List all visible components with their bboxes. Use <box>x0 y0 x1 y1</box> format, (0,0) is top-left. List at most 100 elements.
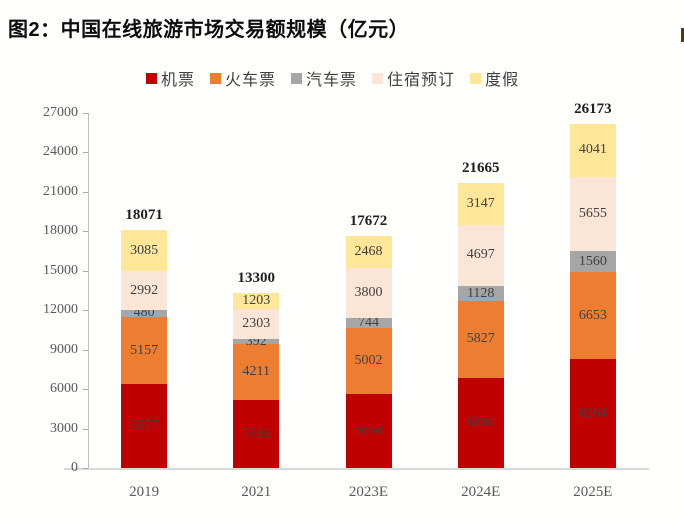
y-axis-tick <box>83 231 88 233</box>
segment-value-label: 2468 <box>354 243 383 259</box>
y-axis-tick <box>83 389 88 391</box>
y-axis-tick <box>83 152 88 154</box>
x-axis-category-label: 2024E <box>461 484 501 500</box>
bar-segment: 480 <box>121 305 168 320</box>
total-value-label: 26173 <box>574 100 612 117</box>
bar-segment: 1128 <box>457 286 504 302</box>
y-axis-tick-label: 21000 <box>43 183 78 199</box>
bar-segment: 5655 <box>569 177 616 252</box>
y-axis-tick <box>83 349 88 351</box>
segment-value-label: 5157 <box>130 342 159 358</box>
bar-segment: 3085 <box>121 230 168 271</box>
segment-value-label: 5658 <box>354 422 383 438</box>
y-axis-tick-label: 27000 <box>43 105 78 120</box>
x-axis-category-label: 2021 <box>241 484 272 500</box>
x-axis-category-label: 2019 <box>129 484 160 500</box>
segment-value-label: 1560 <box>578 253 607 269</box>
y-axis-tick-label: 18000 <box>43 223 78 239</box>
bar-segment: 2303 <box>233 308 280 340</box>
y-axis-tick-label: 9000 <box>50 341 78 357</box>
bar-segment: 744 <box>345 315 392 330</box>
total-value-label: 18071 <box>125 207 163 224</box>
legend-item: 住宿预订 <box>372 66 455 90</box>
segment-value-label: 3085 <box>130 242 159 258</box>
bar-segment: 1203 <box>233 293 280 309</box>
y-axis-tick <box>83 310 88 312</box>
y-axis-tick-label: 3000 <box>50 420 78 436</box>
x-axis-baseline <box>64 468 649 470</box>
segment-value-label: 2303 <box>242 316 271 332</box>
legend-item: 机票 <box>146 66 195 90</box>
y-axis-tick <box>83 191 88 193</box>
segment-value-label: 5002 <box>354 352 383 368</box>
legend-label: 度假 <box>485 72 520 89</box>
bar-segment: 6357 <box>121 384 168 468</box>
legend-label: 汽车票 <box>306 72 358 89</box>
bar-segment: 2992 <box>121 270 168 311</box>
segment-value-label: 744 <box>358 314 379 330</box>
y-axis-line <box>88 113 89 469</box>
y-axis-tick-label: 12000 <box>43 302 78 318</box>
legend-item: 火车票 <box>210 66 276 90</box>
segment-value-label: 3800 <box>354 285 383 301</box>
page-edge-artifact <box>681 28 684 42</box>
bar-segment: 4697 <box>457 224 504 287</box>
bar-segment: 5157 <box>121 316 168 385</box>
y-axis-tick-label: 0 <box>71 460 78 475</box>
legend-swatch-icon <box>210 72 222 84</box>
legend-label: 住宿预订 <box>387 72 456 89</box>
bar-segment: 4041 <box>569 123 616 177</box>
y-axis-tick <box>83 270 88 272</box>
legend-item: 汽车票 <box>291 66 357 90</box>
x-axis-category-label: 2023E <box>348 484 389 500</box>
legend-swatch-icon <box>470 72 482 84</box>
bar-segment: 4211 <box>233 344 280 400</box>
x-axis-category-label: 2025E <box>573 484 613 500</box>
bar-segment: 6866 <box>457 377 504 468</box>
segment-value-label: 5655 <box>578 206 607 222</box>
bar-segment: 2468 <box>345 235 392 269</box>
segment-value-label: 5827 <box>466 331 495 347</box>
segment-value-label: 1128 <box>466 285 495 301</box>
y-axis-tick <box>83 113 88 114</box>
segment-value-label: 6653 <box>578 307 607 323</box>
y-axis-tick <box>83 468 88 469</box>
bar-segment: 3800 <box>345 268 392 319</box>
bar-segment: 5658 <box>345 393 392 468</box>
legend-label: 火车票 <box>225 72 277 89</box>
segment-value-label: 6357 <box>130 418 159 434</box>
segment-value-label: 6866 <box>466 414 495 430</box>
bar-segment: 3147 <box>457 183 504 225</box>
bar-segment: 392 <box>233 334 280 349</box>
segment-value-label: 2992 <box>130 282 159 298</box>
segment-value-label: 3147 <box>466 195 495 211</box>
y-axis-tick-label: 15000 <box>43 262 78 278</box>
total-value-label: 13300 <box>237 270 276 287</box>
bar-segment: 5002 <box>345 327 392 394</box>
bar-segment: 5191 <box>233 399 280 468</box>
y-axis-tick <box>83 428 88 430</box>
bar-segment: 6653 <box>569 271 616 360</box>
legend-swatch-icon <box>291 72 303 84</box>
segment-value-label: 4211 <box>242 364 271 380</box>
legend-label: 机票 <box>161 72 196 89</box>
segment-value-label: 4041 <box>578 142 607 158</box>
legend-swatch-icon <box>372 72 384 84</box>
bar-segment: 8264 <box>569 359 616 468</box>
total-value-label: 21665 <box>461 160 500 177</box>
legend-swatch-icon <box>146 72 157 84</box>
figure-title: 图2：中国在线旅游市场交易额规模（亿元） <box>8 19 410 41</box>
legend-item: 度假 <box>470 66 519 90</box>
segment-value-label: 5191 <box>242 425 271 441</box>
bar-segment: 5827 <box>457 301 504 378</box>
total-value-label: 17672 <box>349 212 388 229</box>
bar-segment: 1560 <box>569 251 616 272</box>
chart-legend: 机票 火车票 汽车票 住宿预订 度假 <box>146 66 519 90</box>
segment-value-label: 4697 <box>466 247 495 263</box>
segment-value-label: 8264 <box>578 405 607 421</box>
y-axis-tick-label: 6000 <box>50 381 78 397</box>
y-axis-tick-label: 24000 <box>43 144 78 160</box>
segment-value-label: 1203 <box>242 293 271 309</box>
